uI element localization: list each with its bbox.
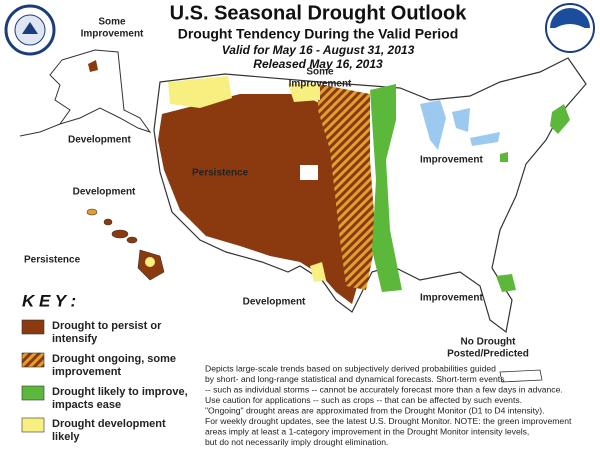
- lake: [452, 108, 470, 132]
- subtitle: Drought Tendency During the Valid Period: [178, 26, 459, 42]
- key-label: Drought likely to improve,: [52, 386, 188, 398]
- improvement-area: [500, 152, 508, 162]
- key-swatch: [21, 385, 45, 401]
- key-title: K E Y :: [22, 291, 76, 310]
- key-label: impacts ease: [52, 399, 121, 411]
- key-label: intensify: [52, 333, 98, 345]
- note-line: Use caution for applications -- such as …: [205, 395, 522, 405]
- map-label: Some: [306, 67, 334, 78]
- key-label: Drought to persist or: [52, 320, 162, 332]
- lake: [420, 100, 446, 150]
- persistence-area: [158, 94, 366, 304]
- map-label: Improvement: [81, 29, 144, 40]
- map-label: Some: [98, 17, 126, 28]
- development-area: [168, 76, 232, 108]
- note-line: -- such as individual storms -- cannot b…: [205, 384, 563, 394]
- map-label: Improvement: [289, 79, 352, 90]
- commerce-logo: [4, 4, 56, 56]
- conus: [153, 57, 587, 334]
- note-line: areas imply at least a 1-category improv…: [205, 426, 529, 436]
- note-line: "Ongoing" drought areas are approximated…: [205, 405, 545, 415]
- map-label: Persistence: [192, 168, 249, 179]
- development-area: [288, 84, 320, 102]
- puerto-rico: [499, 369, 543, 383]
- map-label: Persistence: [24, 255, 81, 266]
- release-date: Released May 16, 2013: [253, 57, 383, 71]
- map-label: Improvement: [420, 155, 483, 166]
- note-line: Depicts large-scale trends based on subj…: [205, 363, 496, 373]
- no-drought-patch: [300, 165, 318, 180]
- hawaii: [86, 208, 165, 281]
- map-label: Development: [243, 297, 306, 308]
- valid-period: Valid for May 16 - August 31, 2013: [222, 43, 415, 57]
- key-swatch: [21, 417, 45, 433]
- improvement-area: [370, 84, 402, 292]
- map-label: Posted/Predicted: [447, 349, 529, 360]
- alaska: [19, 49, 152, 137]
- map-label: Improvement: [420, 293, 483, 304]
- key-label: improvement: [52, 366, 121, 378]
- key-label: likely: [52, 431, 80, 443]
- development-area: [310, 262, 326, 282]
- map-label: Development: [73, 187, 136, 198]
- improvement-area: [496, 274, 516, 292]
- map-label: Development: [68, 135, 131, 146]
- key-swatch: [21, 352, 45, 368]
- key-label: Drought ongoing, some: [52, 353, 176, 365]
- note-line: but do not necessarily imply drought eli…: [205, 437, 388, 447]
- improvement-area: [550, 104, 570, 134]
- key-label: Drought development: [52, 418, 166, 430]
- ongoing-area: [318, 84, 376, 290]
- note-line: by short- and long-range statistical and…: [205, 374, 505, 384]
- key-swatch: [21, 319, 45, 335]
- title: U.S. Seasonal Drought Outlook: [170, 2, 468, 24]
- note-line: For weekly drought updates, see the late…: [205, 416, 572, 426]
- lake: [470, 132, 500, 146]
- map-label: No Drought: [461, 337, 517, 348]
- noaa-logo: [545, 3, 595, 53]
